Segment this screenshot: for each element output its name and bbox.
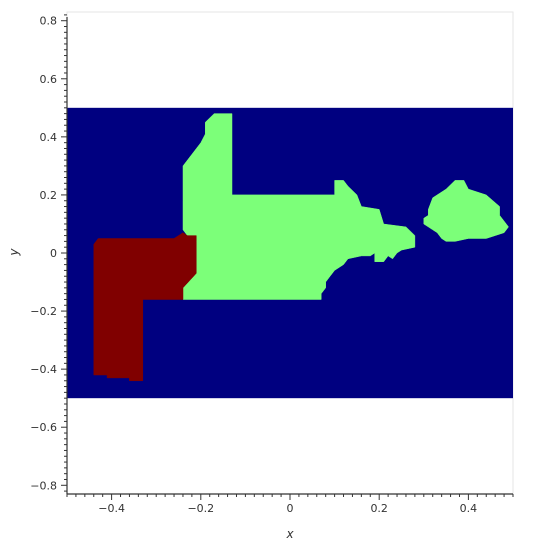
y-tick-label: −0.2: [30, 305, 57, 318]
heatmap-region-3: [93, 232, 197, 382]
y-tick-label: 0.6: [40, 73, 58, 86]
y-tick-label: 0.4: [40, 131, 58, 144]
y-tick-label: 0: [50, 247, 57, 260]
x-axis: −0.4 −0.2 0 0.2 0.4: [66, 493, 514, 515]
x-tick-label: 0.2: [370, 502, 388, 515]
plot-area: [66, 11, 514, 495]
heatmap-region-1: [182, 113, 416, 300]
x-tick-label: −0.2: [187, 502, 214, 515]
y-tick-label: −0.6: [30, 421, 57, 434]
y-tick-label: −0.4: [30, 363, 57, 376]
x-tick-label: 0.4: [460, 502, 478, 515]
y-axis: 0.8 0.6 0.4 0.2 0 −0.2 −0.4 −0.6 −0.8: [30, 14, 68, 494]
y-axis-title: y: [7, 248, 21, 257]
y-tick-label: 0.2: [40, 189, 58, 202]
x-tick-label: −0.4: [98, 502, 125, 515]
y-tick-label: 0.8: [40, 15, 58, 28]
y-tick-label: −0.8: [30, 479, 57, 492]
x-axis-title: x: [285, 527, 294, 541]
x-tick-label: 0: [287, 502, 294, 515]
heatmap-region-2: [423, 180, 509, 242]
